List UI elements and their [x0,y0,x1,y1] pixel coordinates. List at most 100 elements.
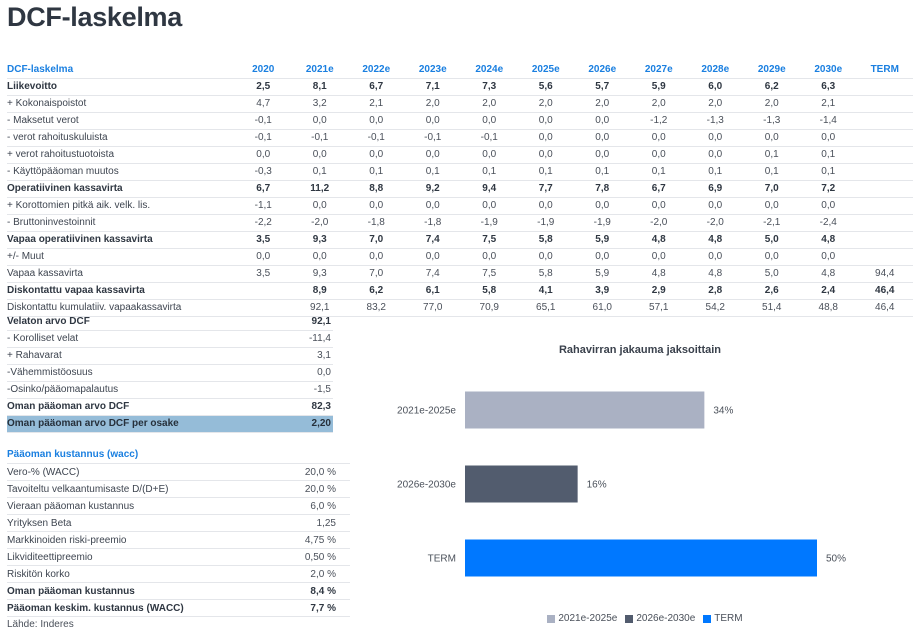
row-label: -Vähemmistöosuus [7,364,293,382]
cell-value: 2,8 [687,282,744,300]
cell-value: -1,9 [517,214,574,232]
cell-value: 4,8 [800,231,857,249]
cell-value: 20,0 % [280,463,350,481]
cell-value: 5,8 [461,282,518,300]
cell-value: 5,0 [743,265,800,283]
cell-value [856,197,913,215]
cell-value: 4,8 [800,265,857,283]
cell-value: -0,3 [235,163,292,181]
cell-value: 2,1 [348,95,405,113]
cell-value: 0,0 [630,129,687,147]
cell-value: 7,0 [348,265,405,283]
row-label: - verot rahoituskuluista [7,129,235,147]
cell-value: 7,0 [743,180,800,198]
cell-value: 6,7 [630,180,687,198]
table-row: Markkinoiden riski-preemio 4,75 % [7,531,350,549]
cell-value: 5,7 [574,78,631,96]
data-label: 34% [713,406,733,417]
cell-value: 0,0 [574,112,631,130]
cell-value: 0,0 [291,146,348,164]
row-label: +/- Muut [7,248,235,266]
page-title: DCF-laskelma [7,2,182,32]
table-row: Vero-% (WACC) 20,0 % [7,463,350,481]
cell-value: 5,8 [517,231,574,249]
table-row: -Osinko/pääomapalautus -1,5 [7,381,333,399]
legend-item[interactable]: 2021e-2025e [547,613,617,624]
legend-label: 2021e-2025e [558,613,618,624]
cell-value: 3,9 [574,282,631,300]
cell-value: 0,0 [517,197,574,215]
cell-value: 2,0 [404,95,461,113]
cell-value: 7,4 [404,231,461,249]
cell-value: 0,0 [348,248,405,266]
cell-value: -0,1 [461,129,518,147]
cell-value: 9,3 [291,265,348,283]
cell-value: 6,1 [404,282,461,300]
cell-value: 1,25 [280,514,350,532]
cell-value: 92,1 [292,313,333,331]
row-label: Oman pääoman arvo DCF [7,398,293,416]
cell-value [856,129,913,147]
cell-value: 54,2 [687,299,744,317]
legend-item[interactable]: TERM [703,613,743,624]
cashflow-distribution-chart: Rahavirran jakauma jaksoittain 2021e-202… [370,330,920,636]
table-row: Operatiivinen kassavirta 6,7 11,2 8,8 9,2 9,4… [7,180,913,198]
table-row: Yrityksen Beta 1,25 [7,514,350,532]
table-row: Diskontattu vapaa kassavirta 8,9 6,2 6,1 5,8… [7,282,913,300]
table-row: Velaton arvo DCF 92,1 [7,313,333,331]
cell-value: 5,9 [630,78,687,96]
cell-value [856,214,913,232]
table-row: + Kokonaispoistot 4,7 3,2 2,1 2,0 2,0 2,0 2,0 2,… [7,95,913,113]
table-row: - Maksetut verot -0,1 0,0 0,0 0,0 0,0 0,0 0,0 -1… [7,112,913,130]
table-row: Vapaa operatiivinen kassavirta 3,5 9,3 7,0 7… [7,231,913,249]
legend-label: TERM [714,613,743,624]
row-label: Vapaa operatiivinen kassavirta [7,231,235,249]
cell-value: 0,0 [348,112,405,130]
cell-value: 0,0 [461,146,518,164]
highlighted-row: Oman pääoman arvo DCF per osake 2,20 [7,415,333,433]
wacc-table: Vero-% (WACC) 20,0 % Tavoiteltu velkaantum… [7,463,350,617]
cell-value: -0,1 [291,129,348,147]
cell-value: 6,2 [348,282,405,300]
cell-value: 2,0 [574,95,631,113]
cell-value: 3,2 [291,95,348,113]
cell-value: 2,0 [630,95,687,113]
row-label: Likviditeettipreemio [7,548,281,566]
row-label: Tavoiteltu velkaantumisaste D/(D+E) [7,480,281,498]
cell-value [856,78,913,96]
column-header: 2025e [517,61,574,79]
column-header: 2023e [404,61,461,79]
cell-value: -0,1 [235,129,292,147]
cell-value: 0,0 [687,197,744,215]
cell-value: 2,1 [800,95,857,113]
cell-value: 2,9 [630,282,687,300]
row-label: Diskontattu vapaa kassavirta [7,282,235,300]
cell-value: 4,7 [235,95,292,113]
row-label: Markkinoiden riski-preemio [7,531,281,549]
table-row: Oman pääoman arvo DCF 82,3 [7,398,333,416]
cell-value: 5,8 [517,265,574,283]
cell-value: 0,0 [743,248,800,266]
cell-value: 46,4 [856,282,913,300]
cell-value: 0,0 [517,112,574,130]
cell-value: 0,0 [461,112,518,130]
cell-value: 2,6 [743,282,800,300]
row-label: - Maksetut verot [7,112,235,130]
legend-item[interactable]: 2026e-2030e [625,613,695,624]
cell-value: 4,75 % [280,531,350,549]
cell-value: -2,0 [291,214,348,232]
cell-value: 7,7 [517,180,574,198]
row-label: Oman pääoman kustannus [7,582,281,600]
legend-label: 2026e-2030e [636,613,696,624]
cell-value: 0,1 [348,163,405,181]
cell-value: 2,0 [743,95,800,113]
table-row: - verot rahoituskuluista -0,1 -0,1 -0,1 -0,1… [7,129,913,147]
column-header: 2026e [574,61,631,79]
cell-value: 6,2 [743,78,800,96]
cell-value: 0,0 [743,197,800,215]
cell-value: -1,3 [743,112,800,130]
cell-value: 0,0 [630,146,687,164]
cell-value: 5,0 [743,231,800,249]
cell-value: 0,1 [743,146,800,164]
legend-swatch-icon [703,614,712,623]
